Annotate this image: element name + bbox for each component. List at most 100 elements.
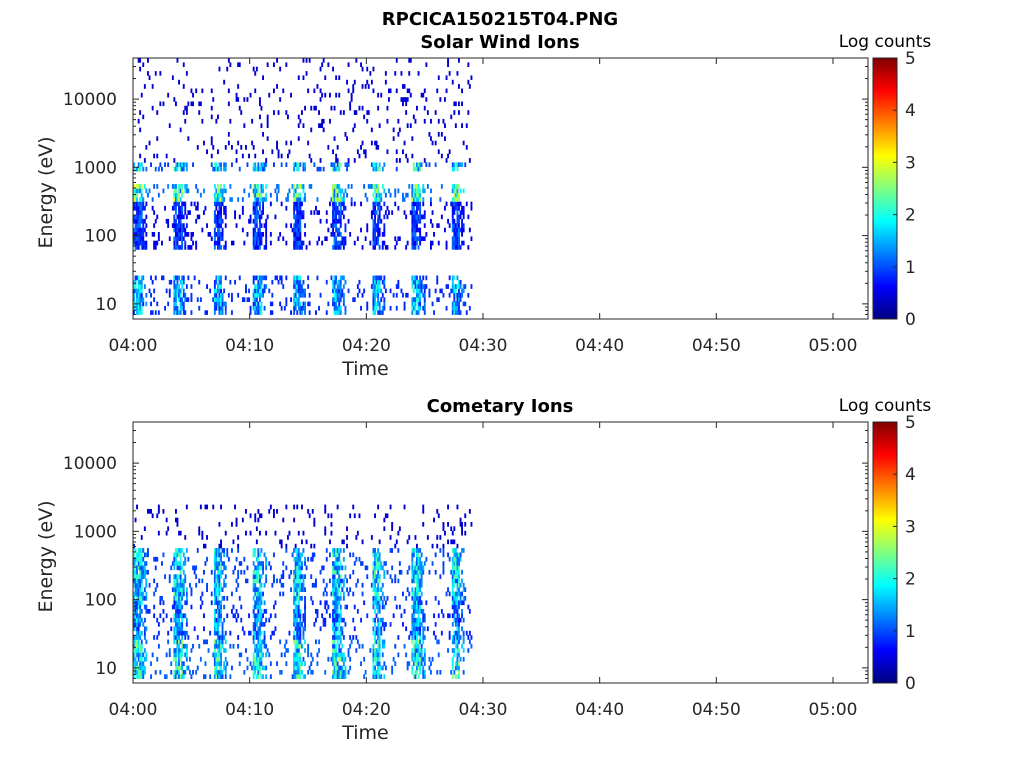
colorbar [872, 421, 898, 684]
heatmap-cell [173, 591, 176, 597]
heatmap-cell [159, 670, 162, 675]
heatmap-cell [377, 674, 380, 679]
heatmap-cell [453, 617, 456, 623]
heatmap-cell [451, 613, 454, 619]
heatmap-cell [464, 522, 467, 527]
heatmap-cell [137, 565, 140, 571]
heatmap-cell [140, 569, 143, 575]
heatmap-cell [257, 201, 260, 207]
heatmap-cell [221, 227, 224, 233]
heatmap-cell [374, 596, 376, 601]
heatmap-cell [165, 652, 168, 658]
heatmap-cell [394, 236, 397, 241]
heatmap-cell [436, 670, 439, 675]
heatmap-cell [459, 214, 462, 220]
heatmap-cell [175, 292, 177, 298]
heatmap-cell [346, 587, 348, 592]
heatmap-cell [234, 214, 236, 220]
heatmap-cell [411, 210, 414, 215]
heatmap-cell [156, 582, 159, 588]
heatmap-cell [416, 227, 418, 233]
heatmap-cell [140, 201, 143, 207]
heatmap-cell [349, 656, 352, 662]
heatmap-cell [318, 639, 320, 645]
heatmap-cell [458, 192, 460, 198]
heatmap-cell [456, 236, 459, 241]
heatmap-cell [377, 569, 380, 575]
heatmap-cell [140, 535, 143, 540]
heatmap-cell [179, 656, 182, 662]
heatmap-cell [213, 674, 216, 679]
heatmap-cell [151, 513, 154, 519]
heatmap-cell [454, 201, 457, 207]
heatmap-cell [175, 297, 177, 302]
heatmap-cell [294, 301, 297, 307]
heatmap-cell [265, 561, 268, 566]
heatmap-cell [271, 292, 274, 298]
heatmap-cell [414, 197, 417, 202]
heatmap-cell [417, 71, 420, 76]
heatmap-cell [223, 565, 226, 571]
heatmap-cell [335, 652, 338, 658]
heatmap-cell [321, 240, 324, 246]
heatmap-cell [329, 201, 331, 207]
heatmap-cell [175, 310, 177, 315]
heatmap-cell [414, 622, 417, 627]
heatmap-cell [366, 79, 369, 85]
heatmap-cell [269, 192, 272, 198]
heatmap-cell [151, 105, 154, 111]
heatmap-cell [456, 71, 459, 76]
heatmap-cell [319, 66, 322, 72]
heatmap-cell [342, 670, 345, 675]
heatmap-cell [301, 670, 303, 675]
heatmap-cell [151, 197, 154, 202]
heatmap-cell [420, 284, 423, 289]
heatmap-cell [459, 522, 462, 527]
heatmap-cell [173, 648, 176, 653]
heatmap-cell [293, 210, 296, 215]
heatmap-cell [136, 674, 138, 679]
heatmap-cell [137, 58, 140, 63]
heatmap-cell [175, 561, 177, 566]
heatmap-cell [339, 626, 342, 632]
heatmap-cell [217, 232, 219, 237]
heatmap-cell [285, 565, 288, 571]
heatmap-cell [333, 201, 336, 207]
heatmap-cell [420, 162, 423, 167]
heatmap-cell [420, 643, 423, 649]
heatmap-cell [330, 197, 333, 202]
heatmap-cell [437, 639, 440, 645]
heatmap-cell [416, 600, 418, 606]
heatmap-cell [411, 214, 414, 220]
heatmap-cell [259, 561, 261, 566]
heatmap-cell [259, 643, 261, 649]
heatmap-cell [375, 201, 378, 207]
heatmap-cell [311, 656, 314, 662]
heatmap-cell [175, 275, 177, 281]
heatmap-cell [245, 284, 247, 289]
heatmap-cell [137, 556, 140, 562]
heatmap-cell [265, 227, 268, 233]
heatmap-cell [140, 574, 143, 579]
heatmap-cell [412, 617, 415, 623]
heatmap-cell [255, 526, 258, 531]
heatmap-cell [179, 205, 182, 211]
heatmap-cell [375, 145, 378, 150]
heatmap-cell [190, 591, 193, 597]
y-axis-label: Energy (eV) [35, 136, 57, 248]
heatmap-cell [184, 670, 187, 675]
heatmap-cell [412, 652, 415, 658]
heatmap-cell [416, 279, 418, 285]
heatmap-cell [260, 232, 263, 237]
heatmap-cell [179, 162, 182, 167]
heatmap-cell [218, 617, 221, 623]
heatmap-cell [176, 609, 179, 614]
heatmap-cell [411, 617, 414, 623]
heatmap-cell [176, 600, 179, 606]
heatmap-cell [374, 210, 376, 215]
heatmap-cell [403, 609, 406, 614]
heatmap-cell [414, 214, 417, 220]
heatmap-cell [139, 582, 142, 588]
heatmap-cell [325, 236, 328, 241]
heatmap-cell [142, 166, 145, 172]
